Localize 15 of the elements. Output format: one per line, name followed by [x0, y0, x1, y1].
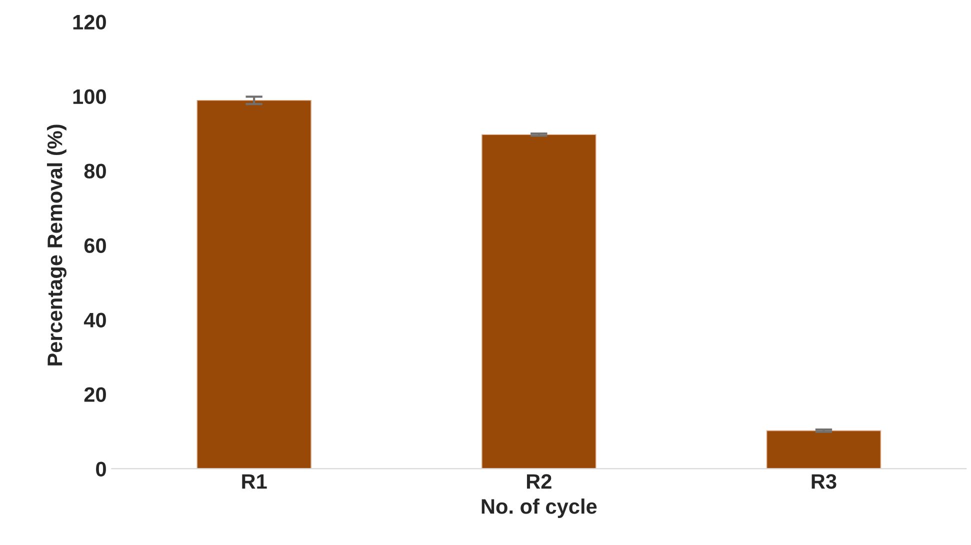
bar — [196, 100, 312, 469]
x-tick-label: R1 — [242, 474, 267, 489]
bar — [482, 134, 596, 469]
bar — [766, 430, 882, 469]
y-tick-label: 100 — [73, 89, 106, 104]
x-axis-title: No. of cycle — [482, 498, 597, 518]
y-tick-label: 80 — [84, 164, 106, 179]
x-tick-label: R3 — [812, 474, 836, 489]
y-tick-label: 0 — [96, 462, 106, 476]
x-tick-label: R2 — [526, 474, 552, 489]
y-tick-label: 120 — [73, 14, 106, 30]
y-tick-label: 20 — [84, 387, 106, 402]
y-axis-title: Percentage Removal (%) — [46, 124, 66, 366]
y-tick-label: 40 — [84, 312, 106, 328]
y-tick-label: 60 — [84, 238, 106, 254]
